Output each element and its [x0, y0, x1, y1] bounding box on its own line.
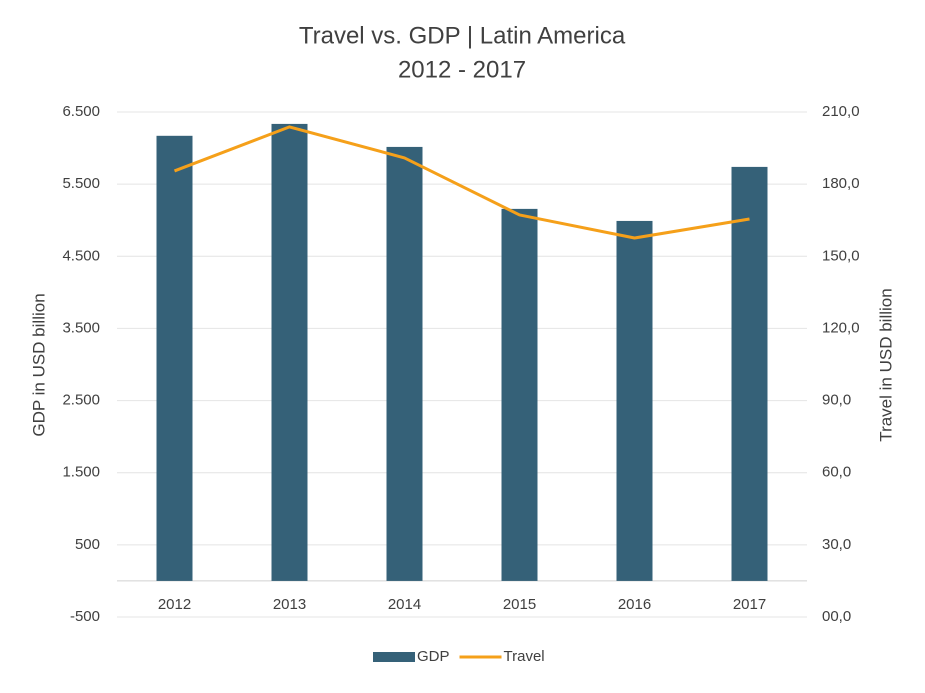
y2-tick-label: 30,0: [822, 536, 851, 553]
x-tick-label: 2017: [733, 596, 766, 613]
x-tick-label: 2015: [503, 596, 536, 613]
bar: [271, 123, 308, 581]
x-tick-label: 2014: [388, 596, 421, 613]
y2-tick-label: 00,0: [822, 608, 851, 625]
line: [173, 125, 750, 240]
y-tick-label: 6.500: [62, 103, 100, 120]
y2-tick-label: 210,0: [822, 103, 860, 120]
legend-label: GDP: [417, 648, 450, 665]
y-tick-label: 5.500: [62, 175, 100, 192]
y-tick-label: 1.500: [62, 464, 100, 481]
chart-subtitle: 2012 - 2017: [398, 56, 526, 83]
y-tick-label: -500: [70, 608, 100, 625]
y-tick-label: 500: [75, 536, 100, 553]
x-tick-label: 2013: [273, 596, 306, 613]
y2-tick-label: 120,0: [822, 319, 860, 336]
bar: [731, 166, 768, 581]
y2-tick-label: 180,0: [822, 175, 860, 192]
y-tick-label: 4.500: [62, 247, 100, 264]
bar: [501, 208, 538, 581]
y2-tick-label: 150,0: [822, 247, 860, 264]
y2-axis-label: Travel in USD billion: [876, 288, 895, 441]
bar: [156, 135, 193, 581]
y2-tick-label: 60,0: [822, 464, 851, 481]
legend-swatch: [373, 652, 415, 662]
y2-tick-label: 90,0: [822, 392, 851, 409]
chart-title: Travel vs. GDP | Latin America: [299, 22, 626, 49]
x-tick-label: 2016: [618, 596, 651, 613]
bar: [386, 146, 423, 581]
y-tick-label: 3.500: [62, 319, 100, 336]
legend-label: Travel: [504, 648, 545, 665]
x-tick-label: 2012: [158, 596, 191, 613]
y-axis-label: GDP in USD billion: [29, 293, 48, 436]
bar: [616, 220, 653, 581]
y-tick-label: 2.500: [62, 392, 100, 409]
